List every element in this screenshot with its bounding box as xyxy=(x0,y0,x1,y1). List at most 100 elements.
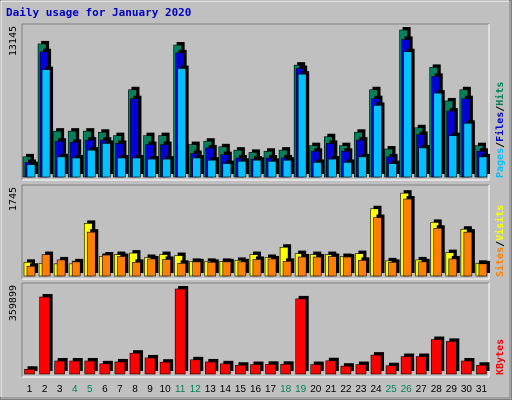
day-label: 19 xyxy=(295,384,307,395)
kbytes-bar xyxy=(205,361,216,375)
day-label: 28 xyxy=(431,384,443,395)
sites-bar xyxy=(358,260,367,277)
day-label: 20 xyxy=(310,384,322,395)
day-label: 11 xyxy=(175,384,186,395)
pages-bar xyxy=(56,156,66,178)
sites-bar xyxy=(26,265,36,277)
pages-bar xyxy=(358,156,367,178)
legend-item: KBytes xyxy=(495,339,506,375)
pages-bar xyxy=(192,157,202,178)
sites-bar xyxy=(343,256,352,277)
kbytes-bar xyxy=(220,363,231,375)
sites-bar xyxy=(192,261,202,277)
day-label: 15 xyxy=(235,384,247,395)
legend-item: Hits xyxy=(494,82,506,106)
chart-bars xyxy=(22,27,490,375)
pages-bar xyxy=(102,143,111,178)
kbytes-bar xyxy=(340,365,352,375)
sites-bar xyxy=(403,198,412,277)
sites-bar xyxy=(147,258,156,277)
sites-bar xyxy=(56,259,66,277)
day-label: 6 xyxy=(102,384,108,395)
pages-bar xyxy=(403,51,412,178)
kbytes-bar xyxy=(84,360,96,375)
legend-item: / xyxy=(495,142,506,148)
day-label: 30 xyxy=(461,384,473,395)
x-axis-day-labels: 1 2 3 4 5 6 7 8 9 10 11 12 13 14 15 16 17 18 19 20 21 22 23 24 2… xyxy=(27,384,488,395)
sites-bar xyxy=(252,259,262,277)
day-label: 22 xyxy=(340,384,352,395)
pages-bar xyxy=(117,157,126,178)
day-label: 21 xyxy=(325,384,337,395)
sites-bar xyxy=(177,263,186,277)
kbytes-bar xyxy=(114,361,126,375)
legend-bottom: KBytes xyxy=(495,339,506,375)
day-label: 2 xyxy=(42,384,48,395)
kbytes-bar xyxy=(144,357,156,375)
pages-bar xyxy=(71,157,81,178)
kbytes-bar xyxy=(189,359,201,375)
kbytes-bar xyxy=(370,354,382,375)
day-label: 24 xyxy=(370,384,382,395)
pages-bar xyxy=(312,162,322,178)
sites-bar xyxy=(41,254,51,277)
day-label: 5 xyxy=(87,384,93,395)
day-label: 3 xyxy=(57,384,63,395)
sites-bar xyxy=(132,262,141,277)
day-label: 12 xyxy=(190,384,202,395)
pages-bar xyxy=(132,157,141,178)
sites-bar xyxy=(162,259,171,277)
sites-bar xyxy=(327,256,337,277)
kbytes-bar xyxy=(129,352,141,375)
sites-bar xyxy=(418,261,427,277)
pages-bar xyxy=(162,158,171,178)
day-label: 8 xyxy=(132,384,138,395)
pages-bar xyxy=(327,158,337,178)
kbytes-bar xyxy=(446,341,457,375)
legend-item: Files xyxy=(494,112,506,142)
legend-item: / xyxy=(495,241,506,247)
chart-title: Daily usage for January 2020 xyxy=(6,6,191,19)
day-label: 4 xyxy=(72,384,78,395)
pages-bar xyxy=(222,163,232,178)
sites-bar xyxy=(267,258,277,277)
kbytes-bar xyxy=(310,364,322,375)
sites-bar xyxy=(448,258,458,277)
kbytes-bar xyxy=(355,364,367,375)
sites-bar xyxy=(282,261,292,277)
y-axis-labels: 13145 1745 359899 xyxy=(8,26,19,321)
day-label: 27 xyxy=(416,384,428,395)
day-label: 31 xyxy=(476,384,488,395)
sites-bar xyxy=(463,231,473,277)
sites-bar xyxy=(312,256,322,277)
day-label: 23 xyxy=(355,384,367,395)
legend-item: Pages xyxy=(495,148,506,178)
pages-bar xyxy=(343,162,352,178)
kbytes-bar xyxy=(99,363,111,375)
sites-bar xyxy=(117,256,126,277)
day-label: 1 xyxy=(27,384,33,395)
sites-bar xyxy=(373,217,382,277)
pages-bar xyxy=(252,159,262,178)
day-label: 26 xyxy=(401,384,413,395)
pages-bar xyxy=(177,68,186,178)
pages-bar xyxy=(433,92,443,178)
day-label: 25 xyxy=(386,384,398,395)
sites-bar xyxy=(86,231,96,277)
day-label: 18 xyxy=(280,384,292,395)
sites-bar xyxy=(207,262,217,277)
pages-bar xyxy=(26,164,36,178)
pages-bar xyxy=(207,159,217,178)
pages-bar xyxy=(388,163,397,178)
sites-bar xyxy=(297,256,307,277)
pages-bar xyxy=(373,105,382,178)
kbytes-bar-shade xyxy=(27,366,38,371)
day-label: 7 xyxy=(117,384,123,395)
y-max-label-top: 13145 xyxy=(8,26,19,56)
legend-top: Pages/Files/Hits xyxy=(494,82,506,178)
kbytes-bar xyxy=(39,296,50,375)
pages-bar xyxy=(463,123,473,178)
legend-item: Visits xyxy=(494,205,506,241)
